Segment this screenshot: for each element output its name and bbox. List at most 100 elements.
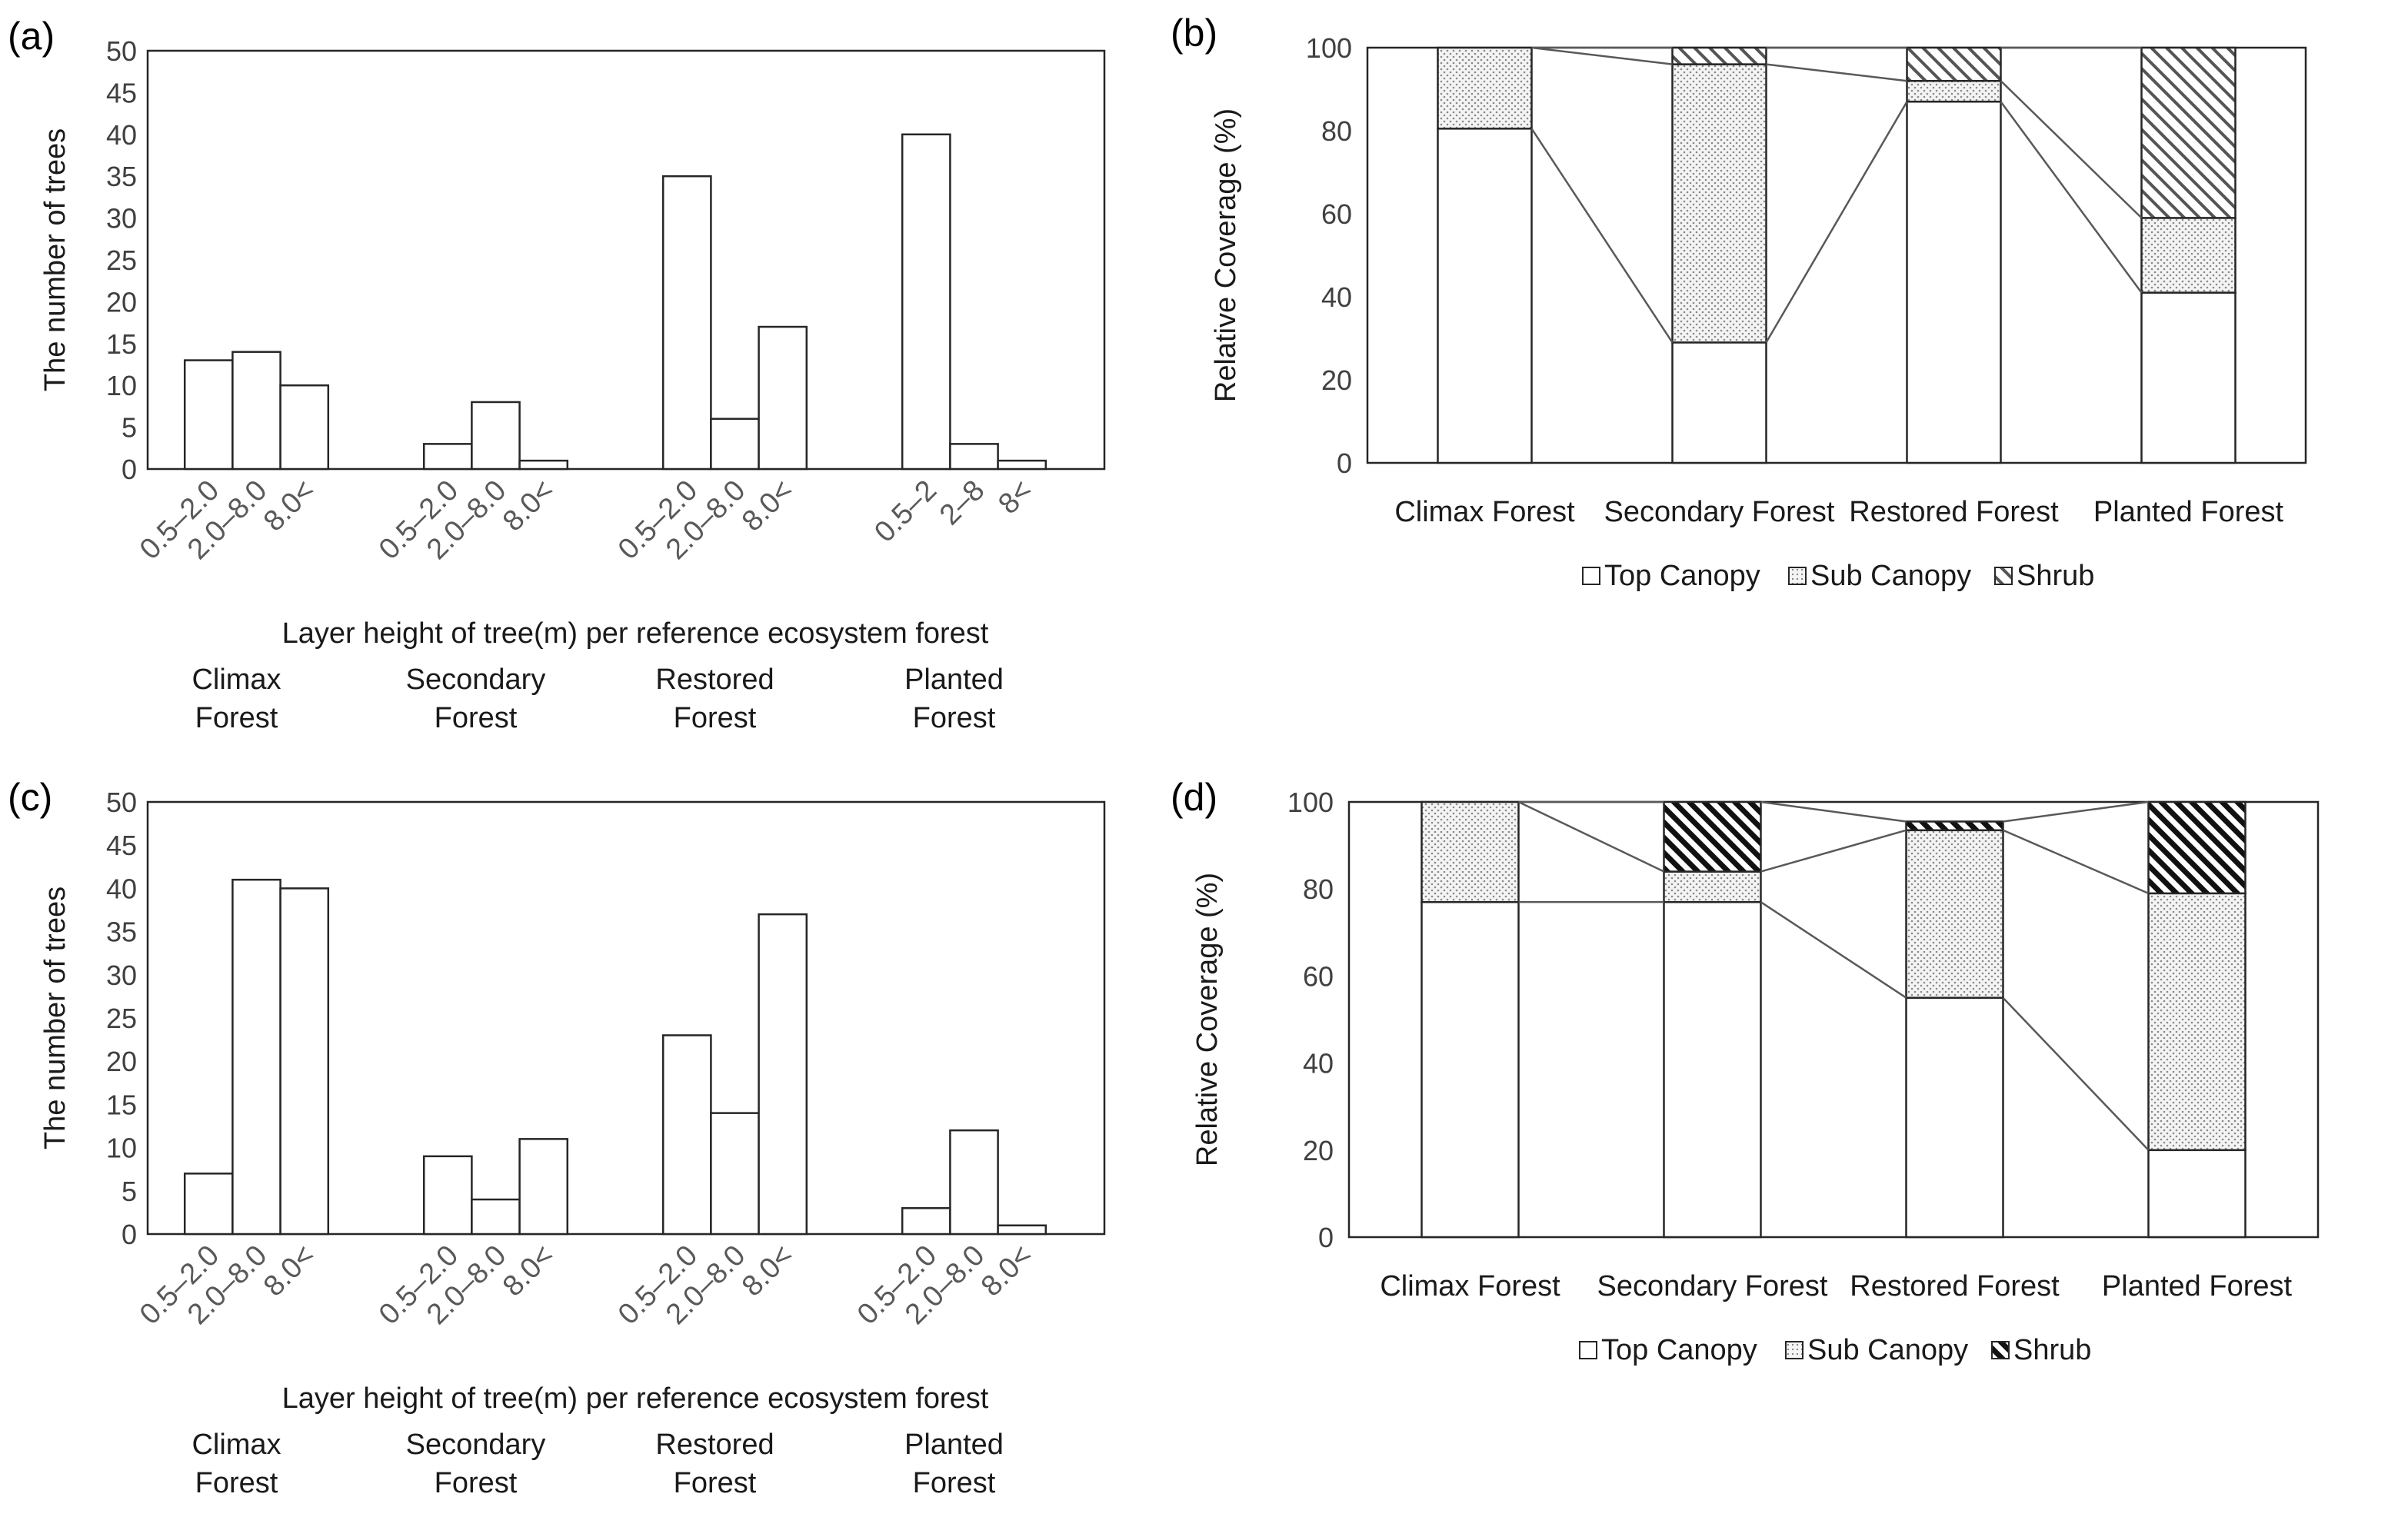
y-tick-label: 20 [106,286,137,318]
panel-label: (b) [1171,12,1217,55]
series-line [1760,800,1907,823]
y-tick-label: 40 [1303,1048,1334,1080]
group-label: Planted [904,664,1004,696]
y-tick-label: 15 [106,1089,137,1120]
group-label: Secondary [406,1429,546,1461]
y-tick-label: 50 [106,35,137,67]
y-tick-label: 10 [106,370,137,401]
stack-segment [1671,341,1767,464]
legend-label: Sub Canopy [1810,560,1971,592]
series-line [1531,46,1673,65]
y-tick-label: 0 [1318,1222,1334,1253]
bar [661,1034,712,1236]
stack-segment [1663,800,1762,873]
category-label: Climax Forest [1394,496,1575,528]
stack-segment [2140,291,2236,464]
y-tick-label: 100 [1306,32,1352,64]
y-tick-label: 45 [106,830,137,861]
panel-label: (a) [8,15,55,58]
series-line [1530,128,1674,344]
y-tick-label: 45 [106,77,137,108]
y-tick-label: 20 [1321,364,1352,396]
y-tick-label: 20 [106,1046,137,1077]
stack-segment [1906,79,2002,103]
series-line [1765,101,1908,344]
group-label: Forest [435,702,518,734]
y-tick-label: 40 [1321,281,1352,313]
stack-segment [1905,820,2004,832]
x-tick-label: 8.0< [497,1239,561,1303]
stack-segment [1663,900,1762,1239]
bar [710,1112,760,1236]
category-label: Planted Forest [2093,496,2284,528]
bar [471,401,521,471]
series-line [2002,996,2150,1151]
x-axis-title: Layer height of tree(m) per reference ec… [282,617,989,650]
y-tick-label: 0 [1337,447,1352,479]
legend-swatch [1788,567,1807,585]
bar [518,459,569,471]
legend-swatch [1994,567,2013,585]
category-label: Secondary Forest [1604,496,1835,528]
bar [422,443,473,471]
legend-swatch [1582,567,1600,585]
group-label: Secondary [406,664,546,696]
stack-segment [1437,46,1533,130]
bar [758,913,808,1236]
category-label: Restored Forest [1850,1270,2060,1302]
group-label: Forest [195,1467,278,1499]
x-axis-title: Layer height of tree(m) per reference ec… [282,1382,989,1415]
series-line [1517,800,1665,873]
plot-frame [146,49,1106,471]
x-tick-label: 0.5–2 [868,474,943,549]
series-line [1766,63,1907,82]
bar [231,351,281,471]
bar [997,1224,1047,1236]
group-label: Restored [655,664,774,696]
group-label: Climax [192,1429,281,1461]
stack-segment [1437,128,1533,464]
group-label: Forest [195,702,278,734]
y-tick-label: 5 [122,1176,137,1207]
stack-segment [2147,1149,2246,1239]
y-tick-label: 5 [122,412,137,444]
bar [901,1207,951,1236]
bar [518,1138,569,1236]
y-tick-label: 25 [106,1003,137,1034]
bar [661,175,712,471]
stack-segment [2140,217,2236,294]
series-line [2003,829,2149,895]
x-tick-label: 8.0< [258,474,321,538]
y-tick-label: 35 [106,161,137,192]
y-tick-label: 40 [106,873,137,904]
legend-label: Top Canopy [1604,560,1760,592]
y-tick-label: 60 [1321,198,1352,230]
y-tick-label: 100 [1287,787,1334,818]
category-label: Restored Forest [1849,496,2059,528]
category-label: Secondary Forest [1597,1270,1828,1302]
y-tick-label: 25 [106,245,137,276]
group-label: Forest [913,702,996,734]
stack-segment [1420,800,1520,903]
group-label: Forest [674,702,757,734]
stack-segment [1905,829,2004,999]
bar [997,459,1047,471]
y-axis-title: Relative Coverage (%) [1210,108,1242,402]
group-label: Forest [674,1467,757,1499]
bar [949,1129,999,1236]
y-axis-title: The number of trees [39,887,72,1149]
y-tick-label: 80 [1303,873,1334,905]
bar [949,443,999,471]
category-label: Planted Forest [2102,1270,2293,1302]
bar [758,325,808,471]
stack-segment [2140,46,2236,219]
y-tick-label: 10 [106,1133,137,1164]
bar [279,384,330,471]
y-tick-label: 0 [122,1219,137,1250]
chart-a: (a) 0 5 10 15 20 25 30 35 40 45 50 The number of tre… [8,15,1106,734]
series-line [1760,829,1907,873]
stack-segment [1905,996,2004,1239]
group-label: Forest [435,1467,518,1499]
stack-segment [1663,870,1762,903]
x-tick-label: 8.0< [258,1239,321,1303]
